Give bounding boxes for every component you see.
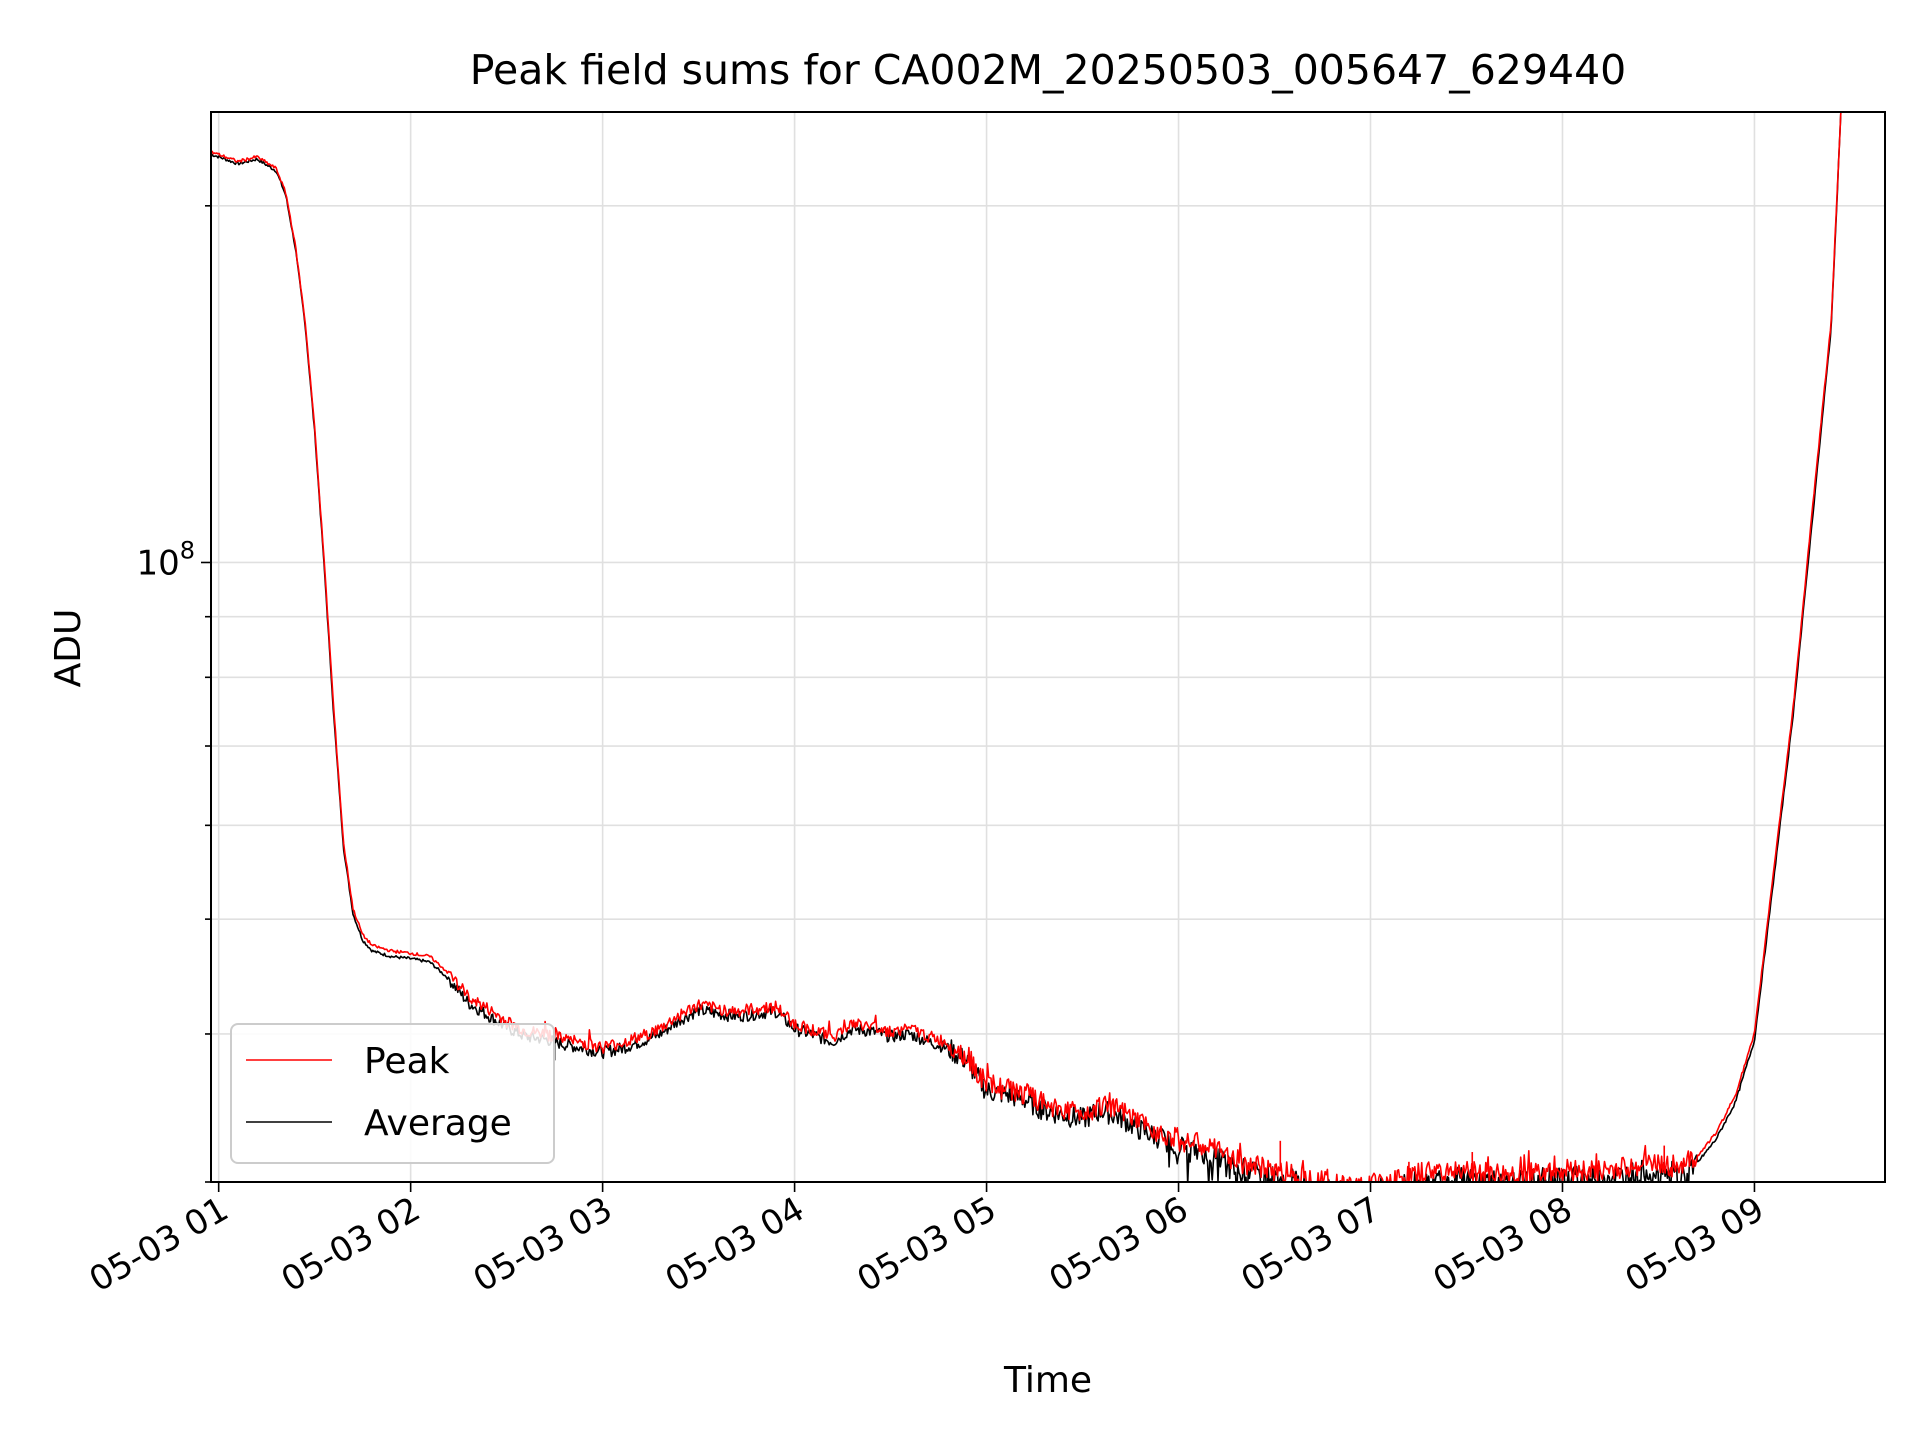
series-line-peak — [211, 112, 1842, 1182]
chart-title: Peak field sums for CA002M_20250503_0056… — [470, 46, 1627, 94]
x-axis-label: Time — [1003, 1360, 1092, 1401]
legend: Peak Average — [230, 1023, 555, 1164]
legend-average-label: Average — [364, 1103, 512, 1144]
y-tick-label-exponent: 8 — [180, 536, 195, 564]
y-axis-label: ADU — [48, 609, 89, 688]
y-tick-label: 108 — [136, 536, 195, 583]
y-tick-label-base: 10 — [136, 543, 179, 583]
legend-peak-label: Peak — [364, 1041, 450, 1082]
legend-box — [230, 1023, 555, 1164]
series-line-average — [211, 113, 1842, 1182]
y-axis: 108 — [136, 205, 211, 1183]
plot-frame — [210, 111, 1886, 1183]
